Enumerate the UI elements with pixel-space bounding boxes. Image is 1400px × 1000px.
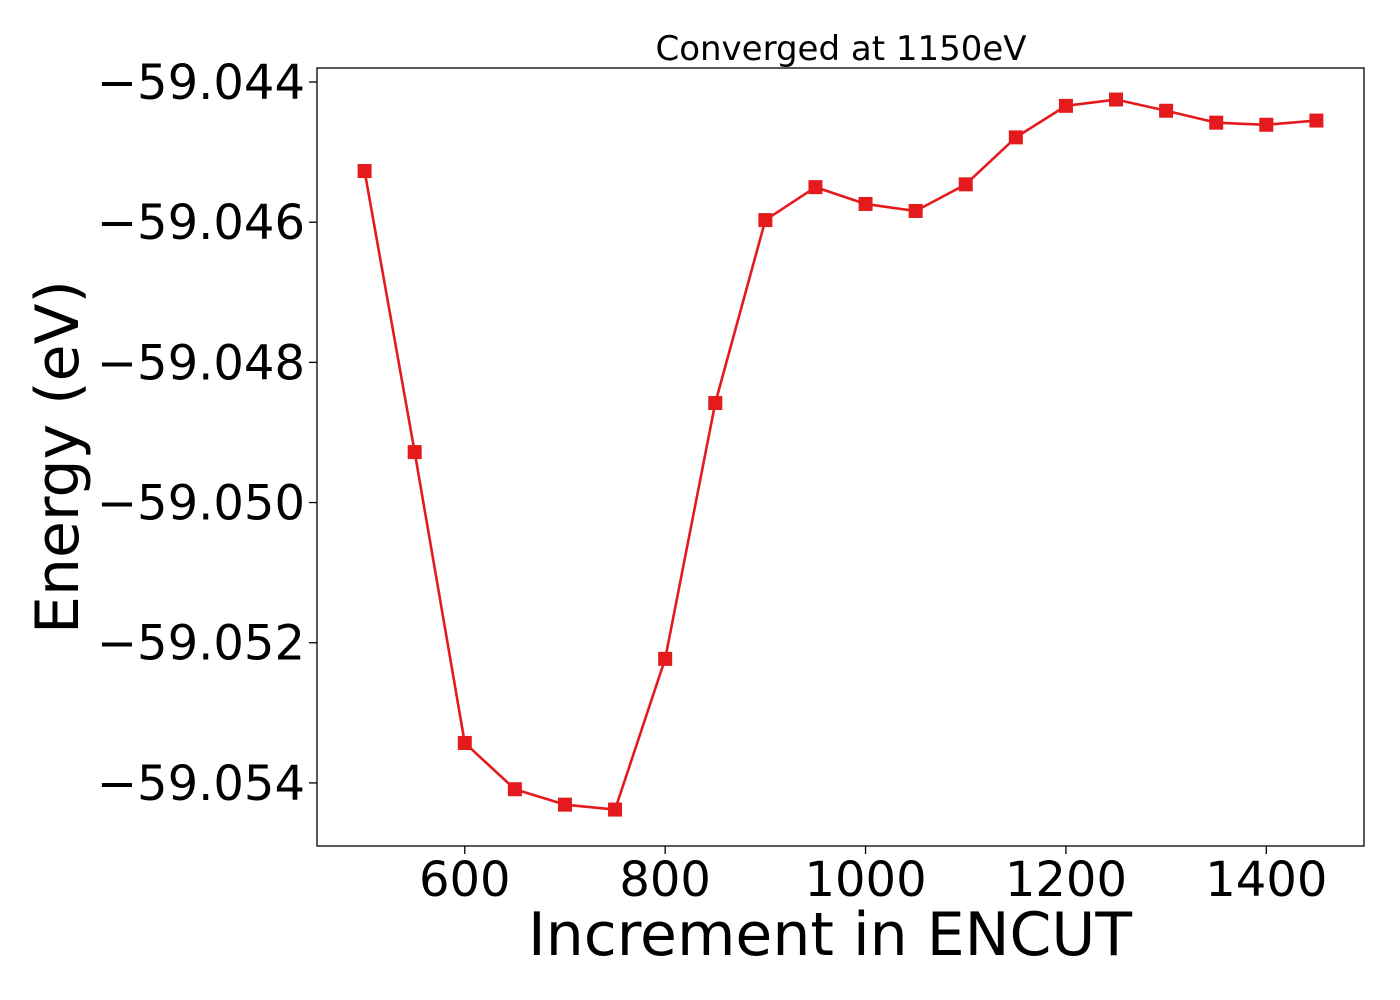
- axes: [316, 67, 1365, 847]
- plot-frame: [316, 67, 1365, 847]
- plot-area: [357, 92, 1324, 817]
- x-tick-label: 1200: [1005, 852, 1127, 908]
- data-point-marker: [1259, 117, 1274, 132]
- y-tick-label: −59.050: [97, 476, 305, 532]
- y-tick-label: −59.054: [97, 756, 305, 812]
- x-tick-label: 1400: [1205, 852, 1327, 908]
- data-point-marker: [1209, 115, 1224, 130]
- data-point-marker: [1058, 98, 1073, 113]
- x-axis-label: Increment in ENCUT: [528, 900, 1132, 970]
- x-tick-label: 800: [619, 852, 711, 908]
- y-tick-label: −59.052: [97, 616, 305, 672]
- data-point-marker: [658, 651, 673, 666]
- data-point-marker: [858, 196, 873, 211]
- y-tick-label: −59.048: [97, 335, 305, 391]
- data-point-marker: [557, 797, 572, 812]
- data-point-marker: [1159, 103, 1174, 118]
- data-point-marker: [958, 177, 973, 192]
- data-point-marker: [758, 213, 773, 228]
- x-axis-ticks: 600 800 1000 1200 1400: [419, 846, 1327, 908]
- chart-title: Converged at 1150eV: [655, 29, 1026, 69]
- data-point-marker: [507, 782, 522, 797]
- data-point-marker: [457, 735, 472, 750]
- data-point-marker: [708, 396, 723, 411]
- data-point-marker: [608, 802, 623, 817]
- data-point-marker: [357, 164, 372, 179]
- x-tick-label: 600: [419, 852, 511, 908]
- data-point-marker: [908, 203, 923, 218]
- data-point-marker: [808, 180, 823, 195]
- data-point-marker: [1109, 92, 1124, 107]
- series-line: [363, 98, 1317, 811]
- y-tick-label: −59.044: [97, 55, 305, 111]
- data-point-marker: [1008, 130, 1023, 145]
- y-axis-ticks: −59.044 −59.046 −59.048 −59.050 −59.052 −59.0…: [97, 55, 317, 812]
- x-tick-label: 1000: [804, 852, 926, 908]
- data-point-marker: [1309, 113, 1324, 128]
- data-point-marker: [407, 445, 422, 460]
- y-tick-label: −59.046: [97, 195, 305, 251]
- y-axis-label: Energy (eV): [23, 280, 93, 634]
